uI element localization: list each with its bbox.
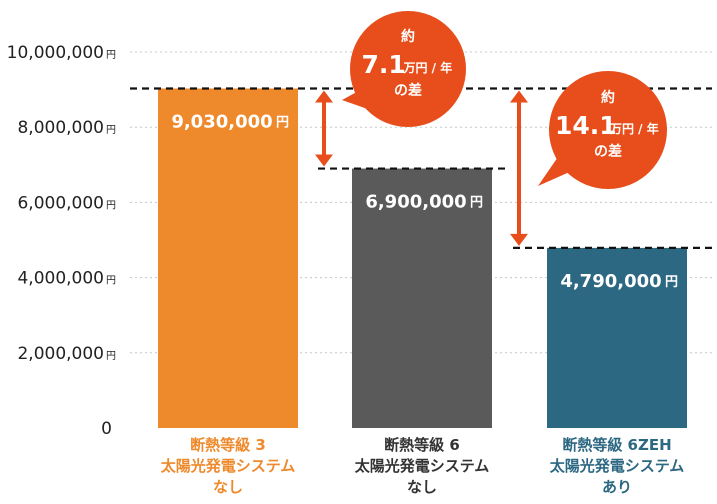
- category-label: 太陽光発電システム: [355, 457, 490, 475]
- callout-suffix: の差: [394, 82, 422, 99]
- bar-value-unit: 円: [665, 275, 678, 290]
- difference-arrows: [315, 90, 528, 246]
- bars: 9,030,000 円 6,900,000 円 4,790,000 円: [158, 88, 687, 429]
- bar-value-label: 4,790,000: [560, 271, 661, 292]
- bar-value-unit: 円: [276, 115, 289, 130]
- y-tick-label: 10,000,000: [7, 43, 104, 63]
- difference-arrow: [315, 90, 333, 167]
- category-label: あり: [602, 478, 632, 496]
- y-tick-label: 4,000,000: [17, 269, 104, 289]
- y-tick-unit: 円: [106, 200, 116, 211]
- bar-value-unit: 円: [470, 196, 483, 211]
- y-tick-unit: 円: [106, 351, 116, 362]
- arrow-head-up: [315, 90, 333, 103]
- callout-unit: 万円 / 年: [609, 121, 659, 136]
- y-tick-unit: 円: [106, 276, 116, 287]
- category-label: 断熱等級 3: [190, 436, 266, 454]
- difference-arrow: [510, 90, 528, 246]
- bar: [352, 168, 492, 428]
- y-tick-label: 6,000,000: [17, 193, 104, 213]
- category-label: 断熱等級 6ZEH: [562, 436, 671, 454]
- arrow-head-down: [510, 233, 528, 246]
- y-axis-ticks: 02,000,000 円4,000,000 円6,000,000 円8,000,000…: [7, 43, 116, 439]
- category-label: なし: [213, 478, 243, 496]
- arrow-head-up: [510, 90, 528, 103]
- difference-callouts: 約7.1万円 / 年の差 約14.1万円 / 年の差: [342, 11, 667, 189]
- y-tick-label: 2,000,000: [17, 344, 104, 364]
- callout-unit: 万円 / 年: [403, 60, 453, 75]
- y-tick-unit: 円: [106, 125, 116, 136]
- y-tick-label: 8,000,000: [17, 118, 104, 138]
- callout-prefix: 約: [401, 28, 415, 45]
- arrow-head-down: [315, 154, 333, 167]
- category-label: 断熱等級 6: [384, 436, 460, 454]
- difference-callout: 約 14.1万円 / 年の差: [538, 71, 667, 189]
- y-tick-label: 0: [101, 419, 112, 439]
- callout-amount: 7.1: [362, 50, 406, 79]
- bar-value-label: 6,900,000: [365, 192, 466, 213]
- callout-amount: 14.1: [555, 111, 617, 140]
- category-label: なし: [407, 478, 437, 496]
- callout-bubble: [549, 71, 667, 189]
- bar-value-label: 9,030,000: [171, 111, 272, 132]
- callout-suffix: の差: [594, 143, 622, 160]
- category-label: 太陽光発電システム: [161, 457, 296, 475]
- callout-bubble: [350, 11, 466, 127]
- y-tick-unit: 円: [106, 50, 116, 61]
- category-label: 太陽光発電システム: [550, 457, 685, 475]
- difference-callout: 約 7.1万円 / 年の差: [342, 11, 466, 127]
- bar: [547, 247, 687, 428]
- callout-prefix: 約: [601, 89, 615, 106]
- bar: [158, 88, 298, 429]
